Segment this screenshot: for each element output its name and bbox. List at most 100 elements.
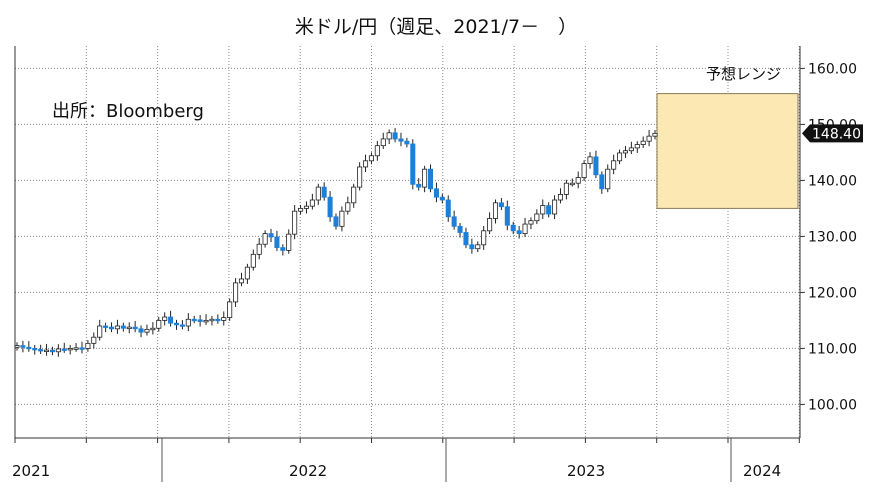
y-tick-label: 100.00 — [808, 397, 857, 413]
candle-up — [85, 342, 91, 349]
candle-down — [504, 206, 510, 226]
candle-up — [363, 160, 369, 168]
candle-up — [628, 147, 634, 152]
candle-down — [26, 346, 32, 350]
candle-down — [274, 236, 280, 249]
candle-up — [150, 327, 156, 331]
y-tick-label: 120.00 — [808, 285, 857, 301]
candle-down — [215, 318, 221, 322]
candle-down — [103, 325, 109, 328]
candle-down — [333, 216, 339, 227]
chart-title: 米ドル/円（週足、2021/7－ ） — [294, 16, 578, 38]
candle-up — [540, 205, 546, 215]
y-tick-label: 140.00 — [808, 173, 857, 189]
last-price-label: 148.40 — [812, 126, 861, 142]
candle-up — [91, 336, 97, 344]
candle-up — [422, 168, 428, 188]
candle-up — [227, 301, 233, 319]
candle-up — [345, 202, 351, 212]
candle-up — [73, 347, 79, 350]
candle-up — [569, 182, 575, 186]
candle-down — [20, 345, 26, 348]
candle-down — [61, 348, 67, 351]
candle-up — [126, 326, 132, 330]
candle-down — [38, 349, 44, 352]
candle-up — [250, 253, 256, 268]
candle-down — [498, 202, 504, 208]
candle-down — [120, 325, 126, 329]
candle-up — [67, 347, 73, 351]
candle-down — [416, 183, 422, 188]
candle-up — [303, 205, 309, 209]
candle-down — [398, 138, 404, 142]
candle-up — [238, 278, 245, 284]
candle-down — [327, 196, 333, 218]
candle-up — [244, 266, 250, 280]
candle-up — [156, 319, 162, 329]
candle-up — [386, 132, 392, 140]
last-price-marker: 148.40 — [802, 124, 863, 143]
candle-up — [634, 144, 640, 149]
candle-up — [492, 202, 499, 219]
candle-up — [652, 132, 658, 137]
candle-down — [516, 230, 522, 235]
candle-down — [168, 316, 174, 324]
candle-up — [611, 160, 617, 170]
forecast-range-label: 予想レンジ — [706, 65, 782, 83]
candle-down — [197, 319, 203, 322]
candle-up — [380, 138, 386, 147]
candle-up — [617, 152, 623, 162]
candle-up — [475, 244, 481, 250]
candle-down — [404, 140, 410, 145]
candle-up — [262, 233, 268, 245]
candle-down — [463, 232, 469, 246]
y-tick-label: 130.00 — [808, 229, 857, 245]
candle-up — [144, 328, 150, 333]
candle-down — [445, 199, 451, 218]
candle-up — [534, 213, 540, 222]
candle-down — [32, 347, 38, 351]
candle-down — [108, 326, 115, 330]
candle-up — [368, 155, 374, 162]
candle-up — [640, 140, 646, 145]
candle-up — [309, 199, 315, 207]
axes — [14, 46, 801, 482]
candle-up — [605, 168, 611, 190]
candle-down — [392, 132, 398, 140]
candle-up — [581, 163, 587, 179]
candle-up — [221, 317, 227, 321]
candle-down — [433, 188, 439, 198]
candle-up — [622, 150, 628, 154]
candle-up — [575, 177, 581, 184]
candle-up — [55, 348, 61, 353]
candle-up — [97, 325, 103, 338]
y-axis-ticks: 100.00110.00120.00130.00140.00150.00160.… — [800, 61, 857, 413]
candle-up — [292, 210, 298, 235]
candle-down — [451, 216, 457, 227]
x-axis-labels: 2021 2022 2023 2024 — [12, 462, 781, 480]
x-year-label: 2022 — [289, 462, 327, 480]
candle-up — [209, 318, 215, 322]
candle-down — [427, 168, 434, 190]
candle-down — [79, 347, 85, 350]
candle-up — [587, 156, 593, 165]
source-note: 出所：Bloomberg — [52, 101, 204, 122]
candle-up — [162, 316, 168, 321]
candle-up — [374, 145, 380, 157]
candle-up — [286, 233, 292, 251]
candle-down — [593, 156, 599, 176]
candle-up — [185, 318, 191, 327]
candle-down — [410, 143, 416, 185]
candle-down — [599, 174, 605, 190]
candle-up — [528, 220, 534, 225]
forecast-range-box — [656, 93, 799, 209]
x-year-label: 2021 — [12, 462, 50, 480]
candle-up — [203, 319, 209, 323]
candle-down — [321, 186, 327, 198]
candle-down — [179, 324, 185, 327]
candle-down — [510, 224, 516, 232]
candle-up — [357, 166, 363, 188]
candle-up — [298, 207, 304, 212]
candle-up — [552, 199, 558, 215]
